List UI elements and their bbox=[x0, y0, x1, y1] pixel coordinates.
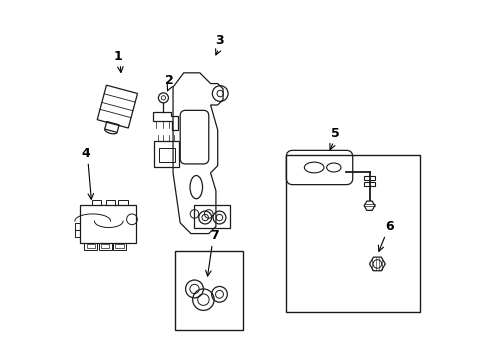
Bar bbox=[118, 200, 127, 205]
Bar bbox=[91, 200, 101, 205]
Text: 5: 5 bbox=[330, 127, 339, 140]
Bar bbox=[75, 223, 80, 230]
Bar bbox=[285, 155, 419, 312]
Text: 7: 7 bbox=[209, 229, 218, 242]
Bar bbox=[80, 205, 135, 243]
Bar bbox=[175, 251, 242, 330]
Bar bbox=[106, 200, 115, 205]
Text: 4: 4 bbox=[81, 147, 90, 160]
Text: 1: 1 bbox=[113, 50, 122, 63]
Text: 6: 6 bbox=[384, 220, 393, 233]
Bar bbox=[159, 148, 175, 162]
Bar bbox=[97, 85, 137, 128]
Bar bbox=[364, 176, 374, 180]
Text: 2: 2 bbox=[165, 73, 174, 86]
Bar bbox=[364, 182, 374, 186]
Bar bbox=[99, 243, 111, 249]
Bar bbox=[101, 244, 109, 248]
Text: 3: 3 bbox=[215, 34, 224, 47]
Bar bbox=[113, 243, 125, 249]
Bar bbox=[194, 205, 230, 228]
Bar bbox=[86, 244, 95, 248]
Bar bbox=[154, 141, 179, 167]
Bar bbox=[104, 121, 119, 132]
Bar bbox=[115, 244, 123, 248]
Bar bbox=[75, 230, 80, 237]
Bar bbox=[84, 243, 97, 249]
